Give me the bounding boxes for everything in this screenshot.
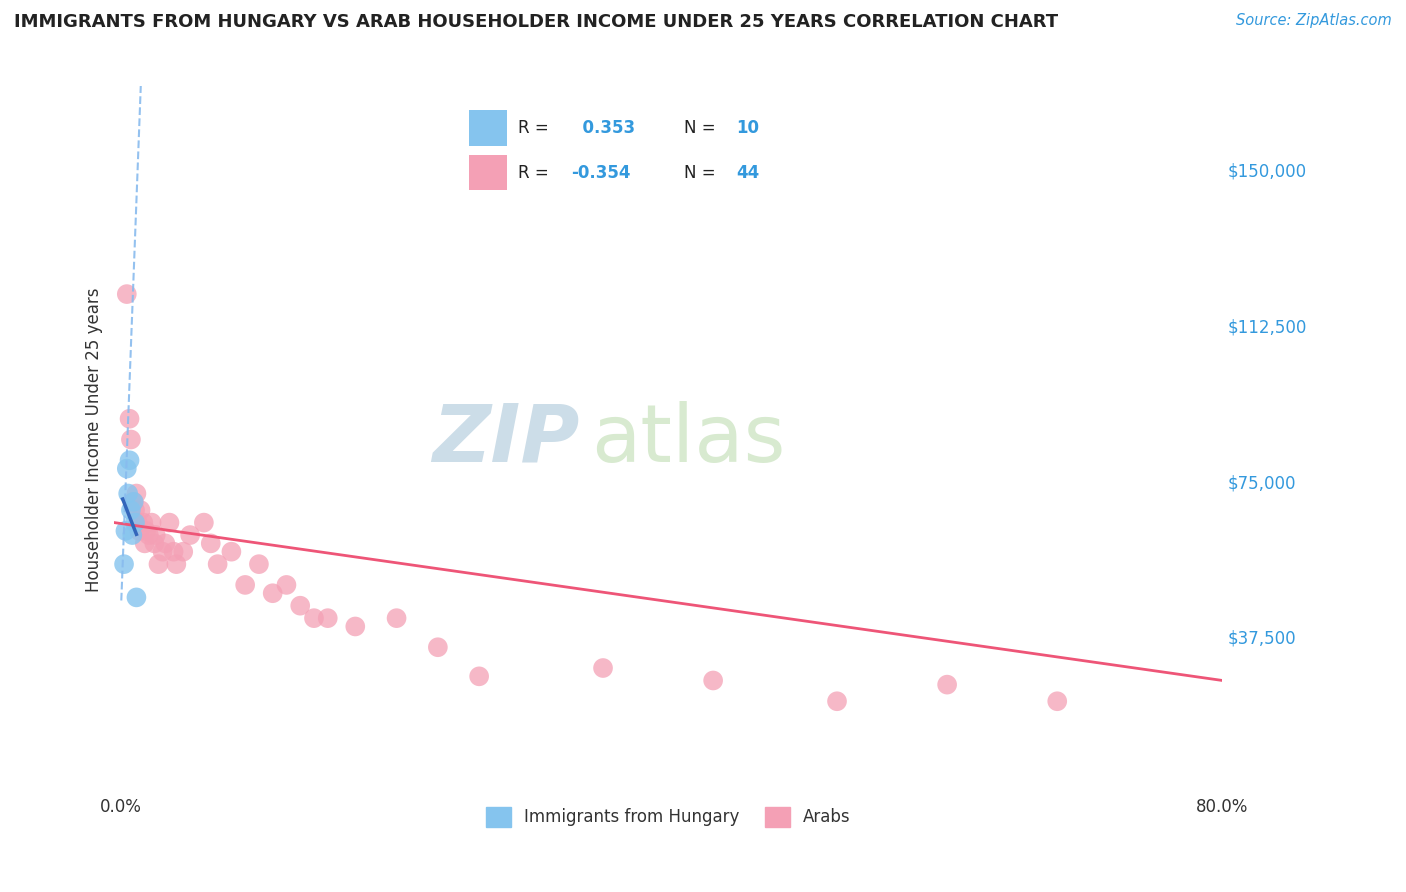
Point: [592, 661, 614, 675]
Point: [468, 669, 491, 683]
Text: IMMIGRANTS FROM HUNGARY VS ARAB HOUSEHOLDER INCOME UNDER 25 YEARS CORRELATION CH: IMMIGRANTS FROM HUNGARY VS ARAB HOUSEHOL…: [14, 13, 1059, 31]
Point: [122, 495, 145, 509]
Text: ZIP: ZIP: [433, 401, 579, 478]
Point: [125, 486, 148, 500]
Point: [141, 516, 163, 530]
Point: [120, 433, 142, 447]
Point: [302, 611, 325, 625]
Point: [128, 524, 150, 538]
Point: [121, 528, 143, 542]
Point: [247, 557, 270, 571]
Point: [145, 528, 167, 542]
Point: [290, 599, 312, 613]
Point: [165, 557, 187, 571]
Point: [233, 578, 256, 592]
Point: [162, 544, 184, 558]
Point: [276, 578, 298, 592]
Point: [1046, 694, 1069, 708]
Point: [124, 516, 146, 530]
Point: [825, 694, 848, 708]
Point: [115, 461, 138, 475]
Y-axis label: Householder Income Under 25 years: Householder Income Under 25 years: [86, 287, 103, 591]
Point: [125, 591, 148, 605]
Point: [200, 536, 222, 550]
Point: [207, 557, 229, 571]
Legend: Immigrants from Hungary, Arabs: Immigrants from Hungary, Arabs: [479, 800, 858, 834]
Point: [112, 557, 135, 571]
Point: [148, 557, 170, 571]
Point: [127, 516, 149, 530]
Point: [122, 495, 145, 509]
Point: [172, 544, 194, 558]
Point: [135, 524, 157, 538]
Point: [117, 486, 139, 500]
Point: [120, 503, 142, 517]
Point: [129, 503, 152, 517]
Point: [936, 678, 959, 692]
Point: [193, 516, 215, 530]
Point: [118, 453, 141, 467]
Point: [114, 524, 136, 538]
Point: [152, 544, 174, 558]
Point: [385, 611, 408, 625]
Point: [155, 536, 177, 550]
Point: [134, 536, 156, 550]
Point: [221, 544, 243, 558]
Point: [262, 586, 284, 600]
Point: [138, 528, 160, 542]
Point: [143, 536, 166, 550]
Point: [702, 673, 724, 688]
Point: [132, 516, 155, 530]
Point: [115, 287, 138, 301]
Point: [159, 516, 181, 530]
Point: [426, 640, 449, 655]
Text: Source: ZipAtlas.com: Source: ZipAtlas.com: [1236, 13, 1392, 29]
Point: [316, 611, 339, 625]
Point: [179, 528, 201, 542]
Point: [344, 619, 367, 633]
Point: [118, 411, 141, 425]
Point: [124, 503, 146, 517]
Text: atlas: atlas: [591, 401, 785, 478]
